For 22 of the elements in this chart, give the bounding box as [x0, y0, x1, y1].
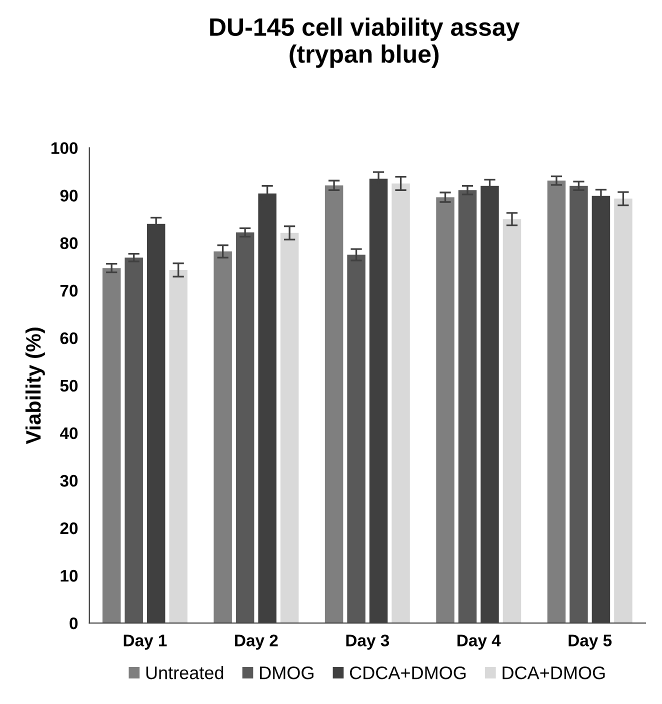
y-tick-label: 10	[60, 570, 78, 582]
y-tick-label: 90	[60, 190, 78, 202]
y-tick-label: 0	[70, 617, 78, 630]
y-axis-title: Viability (%)	[25, 328, 45, 444]
legend-label: DMOG	[260, 666, 314, 680]
x-tick-label: Day 3	[346, 634, 390, 650]
y-tick-label: 70	[60, 284, 78, 297]
legend-label: Untreated	[146, 666, 224, 680]
legend-label: CDCA+DMOG	[350, 666, 466, 680]
y-tick-label: 80	[60, 237, 78, 250]
x-tick-label: Day 2	[235, 634, 278, 650]
x-tick-label: Day 4	[458, 634, 501, 650]
chart-title: DU-145 cell viability assay (trypan blue)	[210, 18, 520, 68]
x-tick-label: Day 1	[124, 634, 167, 650]
legend-label: DCA+DMOG	[502, 666, 605, 680]
y-tick-label: 60	[60, 332, 78, 344]
x-tick-label: Day 5	[568, 634, 612, 650]
y-tick-label: 50	[60, 380, 78, 392]
y-tick-label: 100	[52, 142, 78, 154]
y-tick-label: 40	[60, 427, 78, 440]
y-tick-label: 20	[60, 522, 78, 534]
y-tick-label: 30	[60, 474, 78, 487]
